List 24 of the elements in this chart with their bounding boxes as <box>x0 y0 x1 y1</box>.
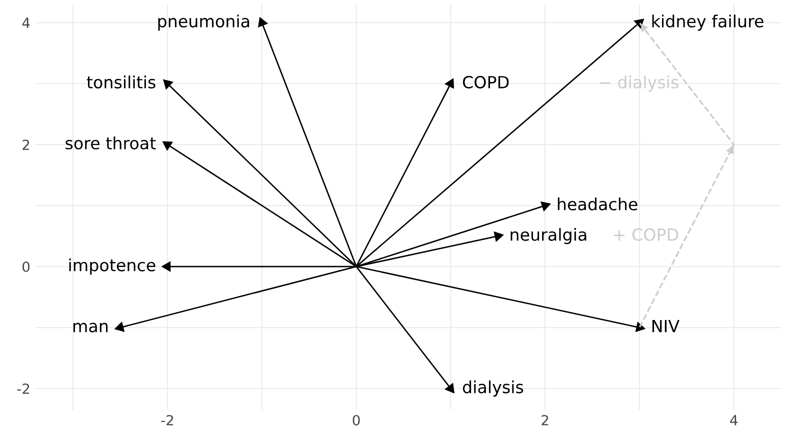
point <box>258 16 268 28</box>
annotation: COPD <box>462 76 509 88</box>
annotation: tonsilitis <box>86 76 156 88</box>
point <box>114 322 125 332</box>
annotation: NIV <box>652 320 680 332</box>
y-tick-label: 0 <box>22 262 30 272</box>
annotation: pneumonia <box>158 14 250 31</box>
x-tick-label: -2 <box>161 414 174 426</box>
annotation: man <box>73 322 108 332</box>
x-tick-label: 2 <box>542 414 548 426</box>
point <box>540 201 552 212</box>
y-tick-label: 4 <box>22 18 30 28</box>
y-tick-label: 2 <box>22 140 30 150</box>
x-tick-label: 4 <box>730 415 738 426</box>
point <box>494 231 504 242</box>
annotation: headache <box>558 198 638 210</box>
annotation: neuralgia <box>510 228 586 244</box>
annotation: sore throat <box>66 136 156 150</box>
point <box>162 79 174 90</box>
annotation: kidney failure <box>652 14 764 31</box>
y-tick-label: -2 <box>17 383 30 394</box>
annotation: impotence <box>69 258 156 275</box>
annotation: dialysis <box>462 380 524 397</box>
x-tick-label: 0 <box>352 414 360 426</box>
